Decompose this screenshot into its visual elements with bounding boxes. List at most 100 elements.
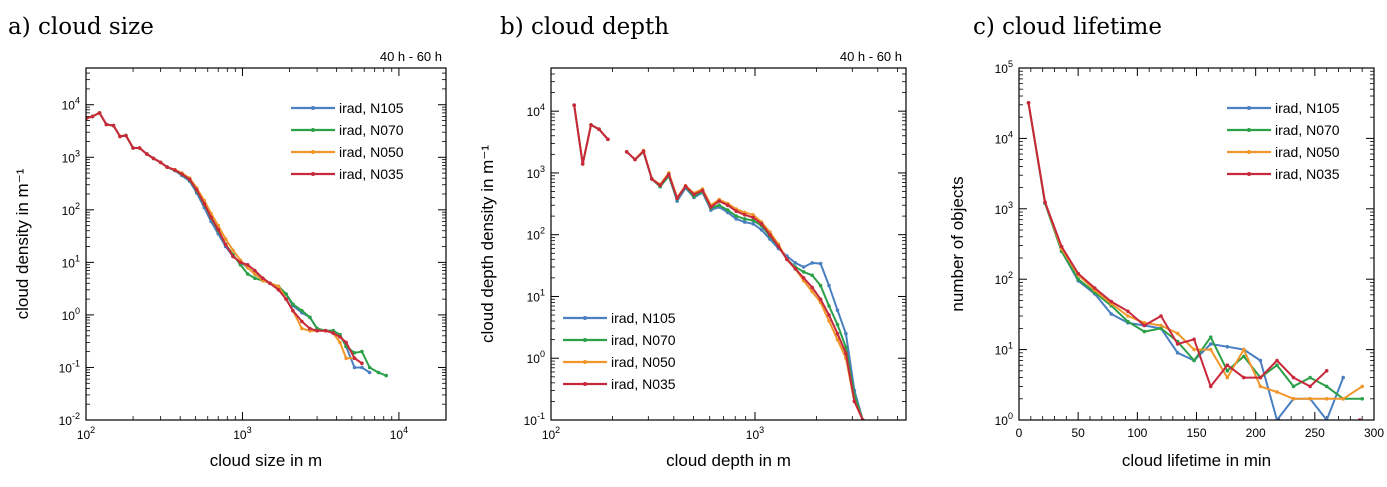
series-point <box>1043 200 1047 204</box>
series-point <box>1341 397 1345 401</box>
series-point <box>835 337 840 342</box>
series-point <box>158 160 163 165</box>
series-point <box>1360 397 1364 401</box>
series-point <box>253 272 257 276</box>
legend-marker <box>311 106 315 110</box>
series-point <box>1225 369 1230 373</box>
legend-label: irad, N035 <box>339 166 404 182</box>
series-point <box>1159 323 1163 328</box>
panel-subtitle: 40 h - 60 h <box>840 49 902 64</box>
y-tick-label-exponent: 0 <box>1008 411 1013 421</box>
series-point <box>633 157 637 162</box>
y-tick-label-exponent: 0 <box>75 306 80 316</box>
legend-label: irad, N070 <box>1275 122 1340 138</box>
legend-marker <box>311 150 315 154</box>
series-point <box>1275 358 1279 363</box>
legend-marker <box>583 382 587 386</box>
series-point <box>245 263 250 267</box>
series-point <box>352 365 357 370</box>
x-tick-label-exponent: 3 <box>759 425 764 435</box>
x-tick-label: 104 <box>390 425 408 442</box>
series-point <box>276 288 281 292</box>
series-point <box>1159 326 1163 331</box>
series-point <box>1026 101 1031 105</box>
series-point <box>818 297 823 302</box>
series-point <box>209 215 213 220</box>
series-point <box>624 150 629 154</box>
y-tick-label-base: 10 <box>995 203 1009 217</box>
x-tick-label-base: 10 <box>233 428 247 442</box>
legend-label: irad, N050 <box>1275 144 1340 160</box>
series-point <box>641 149 646 153</box>
series-point <box>180 172 184 176</box>
series-point <box>1208 384 1213 389</box>
y-tick-label-exponent: 1 <box>75 253 80 263</box>
series-point <box>742 217 747 221</box>
series-point <box>1175 351 1180 355</box>
legend-label: irad, N105 <box>611 310 676 326</box>
x-axis-label: cloud depth in m <box>666 451 791 470</box>
x-tick-label-exponent: 2 <box>555 425 560 435</box>
series-point <box>793 267 798 271</box>
y-tick-label-base: 10 <box>62 256 76 270</box>
series-point <box>835 331 840 336</box>
series-point <box>1109 299 1114 304</box>
series-point <box>801 270 806 274</box>
series-point <box>151 156 156 161</box>
y-tick-label: 104 <box>527 102 545 119</box>
series-point <box>284 292 288 296</box>
y-tick-label-base: 10 <box>995 62 1009 76</box>
legend-marker <box>1247 128 1251 132</box>
series-line-1 <box>1027 102 1345 420</box>
series-point <box>717 203 721 207</box>
series-point <box>844 351 848 356</box>
series-point <box>118 134 122 139</box>
series-point <box>827 313 831 317</box>
series-point <box>650 177 654 181</box>
series-point <box>1275 363 1279 368</box>
series-point <box>352 351 357 355</box>
series-point <box>268 281 272 286</box>
series-point <box>1242 354 1246 359</box>
series-point <box>1059 244 1064 249</box>
series-point <box>801 265 806 269</box>
series-point <box>1159 314 1163 318</box>
series-point <box>367 370 372 375</box>
series-point <box>717 199 721 203</box>
panel-title: a) cloud size <box>8 14 154 40</box>
legend: irad, N105 irad, N070 irad, N050 irad, N035 <box>563 310 676 392</box>
legend-label: irad, N070 <box>611 332 676 348</box>
y-tick-label: 103 <box>527 164 545 181</box>
series-point <box>360 365 364 370</box>
y-tick-label-base: 10 <box>527 229 541 243</box>
y-tick-label-exponent: 2 <box>540 226 545 236</box>
y-tick-label: 10-1 <box>524 411 545 428</box>
series-point <box>145 152 149 156</box>
series-point <box>852 399 857 404</box>
series-point <box>1208 342 1213 346</box>
series-point <box>835 322 840 327</box>
legend-label: irad, N050 <box>611 354 676 370</box>
series-point <box>97 111 102 115</box>
series-point <box>1291 375 1296 380</box>
series-point <box>785 257 789 262</box>
y-tick-label-exponent: -2 <box>72 411 80 421</box>
series-point <box>1225 363 1230 368</box>
y-tick-label-base: 10 <box>995 273 1009 287</box>
series-point <box>1308 375 1312 380</box>
series-point <box>216 227 220 232</box>
series-point <box>827 319 831 323</box>
series-point <box>1360 384 1364 389</box>
series-point <box>751 222 755 226</box>
series-point <box>580 162 585 166</box>
y-tick-label-exponent: 3 <box>75 148 80 158</box>
series-point <box>1142 329 1147 334</box>
series-point <box>344 356 348 361</box>
series-point <box>231 248 235 253</box>
series-point <box>1142 323 1147 328</box>
legend-label: irad, N105 <box>1275 100 1340 116</box>
series-point <box>844 331 848 336</box>
legend-marker <box>583 360 587 364</box>
